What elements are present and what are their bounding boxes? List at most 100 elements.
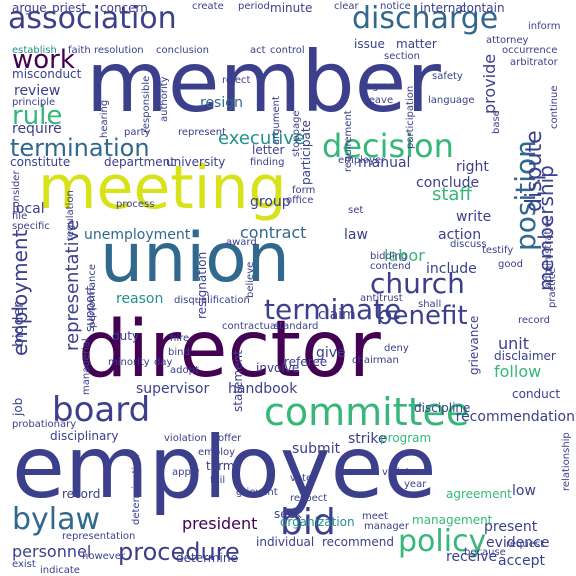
word-procedure: procedure: [118, 538, 240, 566]
word-testify: testify: [482, 245, 514, 256]
word-clear: clear: [334, 1, 359, 12]
word-establish: establish: [12, 45, 57, 56]
word-terminate: terminate: [264, 293, 402, 326]
word-determine: determine: [176, 551, 238, 565]
word-rule: rule: [12, 101, 63, 131]
word-believe: believe: [245, 262, 256, 299]
word-employee: employee: [12, 418, 437, 518]
word-contend: contend: [370, 261, 411, 272]
word-disciplinary: disciplinary: [50, 429, 119, 443]
word-principle: principle: [12, 97, 56, 108]
word-bidder: bidder: [11, 302, 27, 347]
word-low: low: [512, 483, 536, 499]
word-follow: follow: [494, 362, 542, 381]
word-unemployment: unemployment: [84, 227, 191, 243]
word-management: management: [412, 513, 493, 527]
word-apply: apply: [172, 467, 200, 478]
word-record: record: [62, 487, 101, 501]
word-participation: participation: [405, 86, 416, 150]
word-president: president: [182, 514, 258, 533]
word-agree: agree: [366, 81, 395, 92]
word-internal: internal: [420, 1, 467, 15]
word-managerial: managerial: [81, 338, 92, 395]
word-responsible: responsible: [141, 76, 152, 134]
word-antitrust: antitrust: [360, 293, 403, 304]
word-include: include: [426, 261, 477, 277]
word-discharge: discharge: [352, 1, 499, 36]
word-violate: violate: [382, 467, 416, 478]
word-year: year: [404, 479, 427, 490]
word-contain: contain: [460, 1, 505, 15]
word-bidding: bidding: [370, 251, 408, 262]
word-bid: bid: [280, 502, 336, 543]
word-employ: employ: [198, 447, 236, 458]
word-member: member: [86, 33, 441, 131]
word-director: director: [78, 305, 381, 395]
word-inform: inform: [528, 21, 561, 32]
word-dispute: dispute: [522, 130, 547, 212]
word-misconduct: misconduct: [12, 67, 82, 81]
word-representation: representation: [62, 531, 136, 542]
word-base: base: [491, 110, 502, 134]
word-argue: argue: [12, 1, 47, 15]
word-manager: manager: [364, 521, 409, 532]
word-recommend: recommend: [322, 535, 394, 549]
word-department: department: [104, 155, 175, 169]
word-work: work: [12, 45, 75, 75]
word-language: language: [428, 95, 475, 106]
word-grievant: grievant: [236, 487, 278, 498]
word-leave: leave: [366, 95, 394, 106]
word-attorney: attorney: [486, 35, 529, 46]
word-staff: staff: [432, 184, 472, 205]
word-evidence: evidence: [486, 535, 550, 551]
word-reject: reject: [222, 75, 251, 86]
word-present: present: [484, 519, 538, 535]
word-term: term: [206, 459, 235, 473]
word-because: because: [464, 547, 506, 558]
word-standard: standard: [274, 321, 319, 332]
word-set: set: [348, 205, 364, 216]
word-claim: claim: [318, 307, 356, 323]
word-probationary: probationary: [12, 419, 77, 430]
word-section: section: [384, 51, 421, 62]
word-university: university: [166, 155, 226, 169]
word-award: award: [226, 237, 257, 248]
word-hearing: hearing: [99, 100, 110, 139]
word-church: church: [370, 267, 465, 300]
word-file: file: [12, 211, 28, 222]
word-resign: resign: [200, 95, 244, 111]
word-agreement: agreement: [446, 487, 512, 501]
word-labor: labor: [384, 246, 425, 265]
word-referee: referee: [284, 355, 328, 369]
word-specific: specific: [12, 221, 50, 232]
word-resignation: resignation: [195, 252, 209, 320]
word-statement: statement: [231, 350, 245, 412]
word-handbook: handbook: [228, 381, 298, 397]
word-benefit: benefit: [376, 301, 468, 331]
word-committee: committee: [264, 390, 470, 434]
word-personnel: personnel: [12, 542, 92, 561]
word-represent: represent: [178, 127, 227, 138]
word-matter: matter: [396, 37, 437, 51]
word-association: association: [8, 1, 177, 36]
word-job: job: [11, 398, 25, 417]
word-period: period: [238, 1, 270, 12]
word-good: good: [498, 259, 523, 270]
word-faith: faith: [68, 45, 91, 56]
word-meet: meet: [362, 511, 388, 522]
word-relationship: relationship: [561, 432, 572, 491]
word-organization: organization: [280, 515, 355, 529]
word-notice: notice: [380, 1, 411, 12]
word-process: process: [116, 199, 155, 210]
word-manual: manual: [358, 155, 411, 171]
word-determination: determination: [131, 454, 142, 525]
word-office: office: [286, 195, 314, 206]
word-disqualification: disqualification: [174, 295, 250, 306]
word-fail: fail: [210, 475, 226, 486]
word-record-2: record: [518, 315, 550, 326]
word-arbitrator: arbitrator: [510, 57, 558, 68]
word-conclusion: conclusion: [156, 45, 210, 56]
word-resolution: resolution: [94, 45, 144, 56]
word-executive: executive: [218, 128, 306, 149]
word-act: act: [250, 45, 266, 56]
